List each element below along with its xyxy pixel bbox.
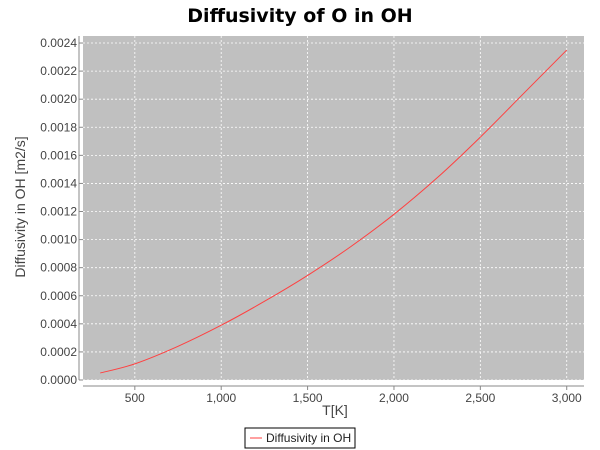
y-tick-label: 0.0018	[40, 120, 77, 134]
y-tick-label: 0.0022	[40, 64, 77, 78]
legend-box	[244, 427, 356, 449]
x-tick-label: 2,000	[379, 391, 409, 405]
y-tick-label: 0.0004	[40, 317, 77, 331]
legend: Diffusivity in OH	[244, 427, 356, 449]
tick-labels: 0.0000 0.0002 0.0004 0.0006 0.0008 0.0010 0.00…	[40, 36, 582, 405]
series-line	[100, 49, 568, 374]
axes	[78, 36, 584, 390]
x-tick-label: 1,500	[293, 391, 323, 405]
plot-area	[83, 36, 584, 380]
series-layer	[100, 49, 568, 374]
y-tick-label: 0.0016	[40, 148, 77, 162]
y-tick-label: 0.0008	[40, 261, 77, 275]
y-tick-label: 0.0000	[40, 373, 77, 387]
x-tick-label: 500	[125, 391, 145, 405]
grid	[83, 36, 584, 381]
x-tick-label: 2,500	[465, 391, 495, 405]
x-axis-label: T[K]	[322, 402, 348, 418]
y-tick-label: 0.0002	[40, 345, 77, 359]
x-tick-label: 1,000	[206, 391, 236, 405]
y-tick-label: 0.0024	[40, 36, 77, 50]
y-tick-label: 0.0020	[40, 92, 77, 106]
y-axis-label: Diffusivity in OH [m2/s]	[12, 136, 28, 277]
y-tick-label: 0.0006	[40, 289, 77, 303]
chart-title: Diffusivity of O in OH	[187, 5, 412, 27]
y-tick-label: 0.0014	[40, 176, 77, 190]
x-tick-label: 3,000	[552, 391, 582, 405]
y-tick-label: 0.0012	[40, 205, 77, 219]
y-tick-label: 0.0010	[40, 233, 77, 247]
legend-label: Diffusivity in OH	[266, 431, 351, 445]
